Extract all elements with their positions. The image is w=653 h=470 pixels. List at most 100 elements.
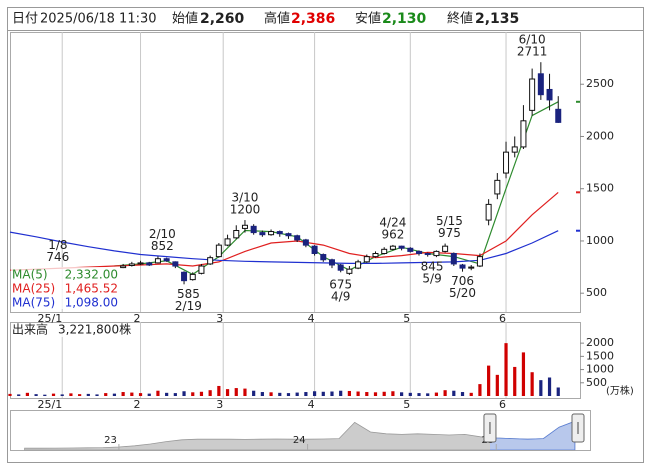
volume-bar [330,391,334,396]
ma-line [9,230,559,264]
volume-bar [260,392,264,396]
candle-body [546,88,553,101]
volume-bar [278,392,282,396]
candle-body [485,203,492,221]
volume-bar [269,392,273,396]
candle-body [389,245,396,250]
volume-bar [25,392,30,396]
header-close: 2,135 [475,11,519,27]
annotation-value: 706 [451,274,474,288]
volume-title: 出来高 [12,322,48,337]
volume-bar [104,393,108,396]
volume-bar [182,391,186,396]
y-tick-label: 1500 [586,182,614,195]
candle-body [442,245,449,252]
volume-bar [234,388,238,396]
volume-bar [487,365,491,396]
candle-body [259,232,266,236]
annotation-value: 845 [421,260,444,274]
volume-bar [391,391,395,396]
volume-bar [138,393,143,396]
x-tick-label: 25/1 [38,312,63,325]
volume-bar [217,385,221,396]
candle-body [120,265,127,269]
candle-body [285,233,292,237]
volume-bar [365,392,369,396]
x-tick-label: 5 [403,312,410,325]
candle-body [137,262,144,265]
candle-body [520,120,527,148]
navigator-selected-area [489,420,576,450]
candle-body [311,245,318,254]
candle-body [181,271,188,282]
volume-bar [8,393,12,396]
candle-body [381,248,388,254]
volume-bar [495,374,499,396]
volume-bar [539,380,543,396]
annotation-value: 852 [151,239,174,253]
candle-body [346,268,353,274]
x-tick-label: 2 [134,312,141,325]
annotation-value: 1200 [230,203,261,217]
volume-bar [417,393,421,396]
annotation-value: 962 [381,227,404,241]
volume-bar [130,392,134,396]
legend-box [11,267,119,309]
volume-bar [17,394,21,396]
volume-bar [34,394,38,396]
annotation-value: 675 [329,277,352,291]
main-frame [10,32,581,313]
volume-bar [43,394,47,396]
annotation-value: 975 [438,226,461,240]
candle-body [494,179,501,195]
candle-body [233,230,240,239]
candle-body [224,238,231,246]
candle-body [207,257,214,265]
candle-body [355,261,362,269]
y-tick-label: 2000 [586,336,614,349]
annotation-date: 2/19 [175,299,202,313]
header-open: 2,260 [200,11,245,27]
volume-bar [443,390,447,396]
volume-bar [504,343,508,396]
annotation-date: 4/9 [331,289,350,303]
annotation-date: 5/9 [422,272,441,286]
candle-body [154,258,161,264]
header-high: 2,386 [291,11,335,27]
legend-name: MA(75) [12,296,55,310]
y-tick-label: 500 [586,286,607,299]
header-label: 始値 [172,11,198,27]
y-tick-label: 1000 [586,363,614,376]
volume-bar [478,384,482,396]
volume-bar [225,389,230,396]
legend-name: MA(25) [12,282,55,296]
candle-body [337,264,344,271]
candle-body [320,254,327,261]
volume-bar [191,392,195,396]
annotation-date: 4/24 [379,215,406,229]
ma-line [9,191,559,271]
annotation-value: 2711 [517,45,548,59]
header-datetime: 2025/06/18 11:30 [40,12,157,27]
x-tick-label: 5 [403,398,410,411]
volume-bar [95,394,99,396]
candle-body [302,239,309,246]
y-tick-label: 500 [586,376,607,389]
x-tick-label: 6 [499,312,506,325]
nav-tick-label: 23 [104,435,117,446]
volume-bar [426,393,430,396]
legend-value: 1,098.00 [65,296,118,310]
volume-bar [78,394,82,396]
volume-bar [121,392,125,396]
volume-bar [339,390,343,396]
x-tick-label: 2 [134,398,141,411]
annotation-date: 3/10 [231,191,258,205]
volume-bar [147,393,151,396]
x-tick-label: 3 [216,398,223,411]
y-tick-label: 2500 [586,77,614,90]
annotation-date: 6/10 [519,33,546,47]
candle-body [555,108,562,123]
volume-bar [452,390,456,396]
x-tick-label: 3 [216,312,223,325]
candle-body [511,146,518,153]
